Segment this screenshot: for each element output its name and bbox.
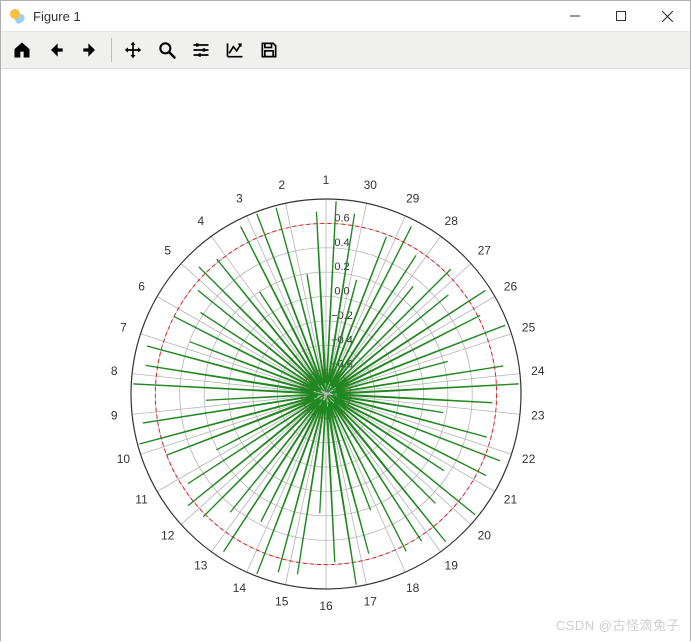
svg-text:8: 8 [111, 364, 118, 378]
svg-text:26: 26 [504, 280, 518, 294]
svg-text:5: 5 [164, 244, 171, 258]
svg-text:17: 17 [364, 595, 378, 609]
svg-text:10: 10 [117, 452, 131, 466]
toolbar-separator [111, 38, 112, 62]
toolbar [1, 32, 690, 69]
titlebar: Figure 1 [1, 1, 690, 32]
home-button[interactable] [5, 35, 39, 65]
chart-icon [225, 40, 245, 60]
close-button[interactable] [644, 1, 690, 31]
maximize-button[interactable] [598, 1, 644, 31]
svg-text:29: 29 [406, 192, 420, 206]
save-icon [259, 40, 279, 60]
pan-button[interactable] [116, 35, 150, 65]
svg-text:21: 21 [504, 493, 518, 507]
svg-text:6: 6 [138, 280, 145, 294]
home-icon [12, 40, 32, 60]
svg-text:4: 4 [197, 214, 204, 228]
svg-text:11: 11 [135, 493, 148, 507]
svg-text:30: 30 [364, 178, 378, 192]
svg-text:7: 7 [120, 320, 127, 334]
svg-text:12: 12 [161, 529, 175, 543]
window-buttons [552, 1, 690, 31]
back-button[interactable] [39, 35, 73, 65]
svg-text:2: 2 [278, 178, 285, 192]
svg-text:−0.2: −0.2 [331, 310, 353, 322]
forward-button[interactable] [73, 35, 107, 65]
svg-text:16: 16 [319, 599, 333, 613]
svg-text:0.6: 0.6 [334, 212, 349, 224]
svg-text:27: 27 [478, 244, 492, 258]
window-title: Figure 1 [33, 9, 81, 24]
svg-text:22: 22 [522, 452, 536, 466]
pan-icon [123, 40, 143, 60]
sliders-icon [191, 40, 211, 60]
svg-text:18: 18 [406, 581, 420, 595]
save-button[interactable] [252, 35, 286, 65]
svg-text:14: 14 [233, 581, 247, 595]
svg-text:20: 20 [478, 529, 492, 543]
svg-text:15: 15 [275, 595, 289, 609]
arrow-right-icon [80, 40, 100, 60]
svg-text:28: 28 [445, 214, 459, 228]
svg-text:1: 1 [323, 173, 330, 187]
svg-text:0.4: 0.4 [334, 237, 349, 249]
zoom-button[interactable] [150, 35, 184, 65]
polar-plot: 1234567891011121314151617181920212223242… [1, 69, 691, 642]
arrow-left-icon [46, 40, 66, 60]
magnifier-icon [157, 40, 177, 60]
subplots-button[interactable] [184, 35, 218, 65]
svg-text:9: 9 [111, 408, 118, 422]
svg-text:19: 19 [445, 558, 459, 572]
axes-button[interactable] [218, 35, 252, 65]
svg-text:23: 23 [531, 408, 545, 422]
svg-text:13: 13 [194, 558, 208, 572]
svg-text:25: 25 [522, 320, 536, 334]
svg-text:24: 24 [531, 364, 545, 378]
figure-window: Figure 1 [0, 0, 691, 641]
app-icon [9, 8, 25, 24]
minimize-button[interactable] [552, 1, 598, 31]
plot-canvas[interactable]: 1234567891011121314151617181920212223242… [1, 69, 690, 642]
svg-text:3: 3 [236, 192, 243, 206]
